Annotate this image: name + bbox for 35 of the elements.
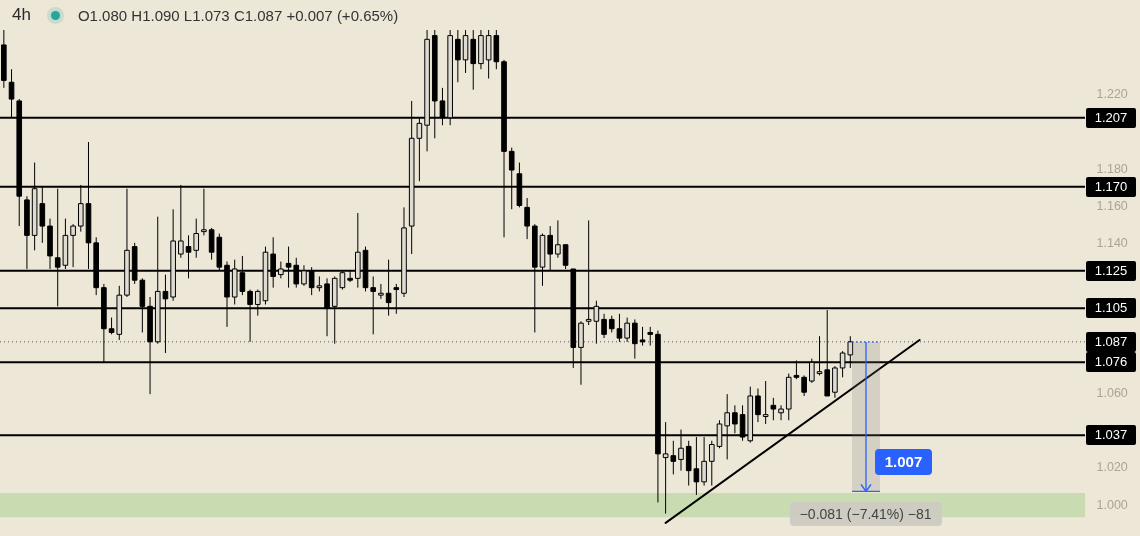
candlestick: [455, 30, 461, 83]
ref-line-label: 1.170: [1086, 176, 1136, 197]
candlestick: [639, 326, 646, 347]
y-tick-label: 1.180: [1096, 161, 1128, 176]
candlestick: [555, 219, 561, 259]
candlestick: [193, 218, 200, 259]
y-tick-label: 1.140: [1096, 236, 1128, 251]
y-tick-label: 1.220: [1096, 86, 1128, 101]
chart-title: 4h: [12, 5, 31, 25]
candlestick: [378, 283, 384, 300]
candlestick: [762, 380, 769, 425]
ref-line-label: 1.076: [1086, 352, 1136, 373]
y-tick-label: 1.000: [1096, 497, 1128, 512]
candlestick: [778, 404, 784, 421]
candlestick: [770, 397, 777, 421]
ref-line-label: 1.087: [1086, 331, 1136, 352]
candlestick: [524, 197, 530, 240]
candlestick: [755, 387, 761, 423]
ref-line-label: 1.125: [1086, 260, 1136, 281]
chart-subtitle: O1.080 H1.090 L1.073 C1.087 +0.007 (+0.65%): [77, 6, 399, 24]
y-tick-label: 1.160: [1096, 199, 1128, 214]
candlestick: [801, 374, 807, 397]
ref-line-label: 1.105: [1086, 298, 1136, 319]
candlestick: [708, 440, 715, 487]
y-tick-label: 1.020: [1096, 460, 1128, 475]
y-tick-label: 1.060: [1096, 385, 1128, 400]
ref-line-label: 1.207: [1086, 107, 1136, 128]
candlestick: [601, 313, 607, 339]
candlestick: [647, 326, 654, 347]
annotation: 1.007: [874, 449, 933, 476]
candlestick: [632, 318, 638, 360]
candlestick: [70, 223, 76, 268]
annotation: −0.081 (−7.41%) −81: [789, 502, 942, 527]
ref-line-label: 1.037: [1086, 425, 1136, 446]
candlestick: [624, 317, 630, 343]
